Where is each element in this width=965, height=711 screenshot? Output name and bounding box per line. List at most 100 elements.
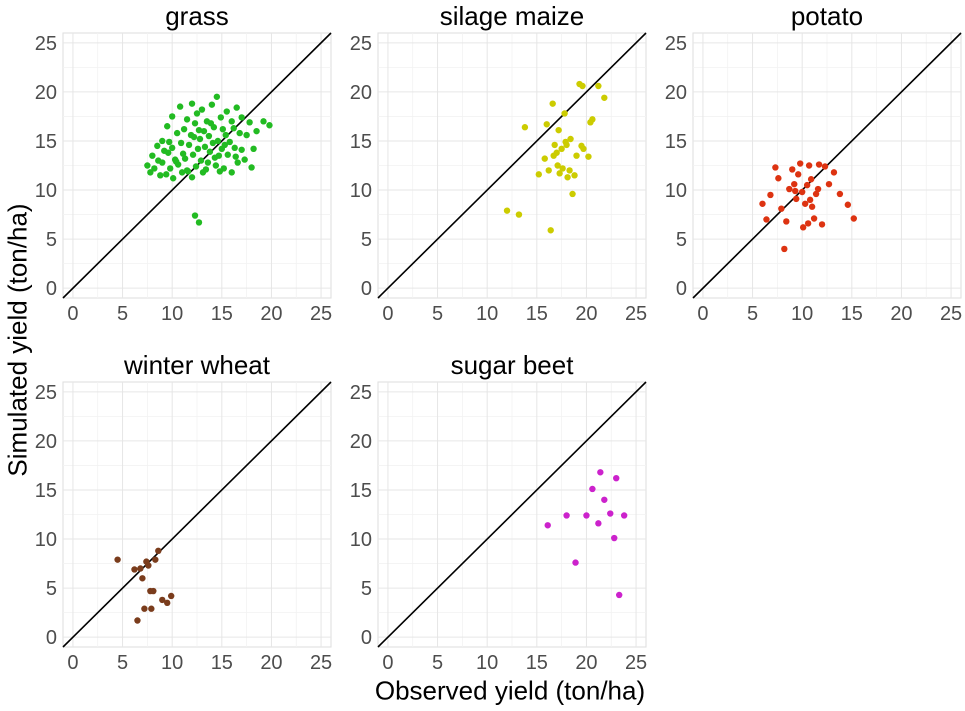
data-point [188,174,196,181]
data-point [145,562,152,569]
data-point [223,108,230,115]
data-point [183,116,191,123]
x-tick-label: 20 [890,303,912,325]
data-point [804,220,812,227]
data-point [266,122,273,129]
data-point [805,162,813,169]
data-point [616,591,623,599]
data-point [159,159,166,166]
facet-winter-wheat: 0 5 10 15 20 25 0 5 10 15 20 25 winter wheat [35,350,332,674]
x-tick-label: 5 [117,303,128,325]
data-point [141,605,148,612]
data-point [194,145,202,153]
x-tick-label: 10 [161,652,183,674]
data-point [763,216,770,223]
data-point [195,126,203,134]
x-tick-label: 25 [310,652,332,674]
x-tick-label: 5 [432,303,443,325]
y-tick-label: 5 [361,578,372,600]
data-point [152,556,159,563]
data-point [164,123,171,130]
data-point [155,547,162,555]
x-tick-label: 5 [432,652,443,674]
data-point [562,138,569,146]
x-tick-label: 10 [791,303,813,325]
data-point [167,592,175,600]
x-tick-label: 10 [476,652,498,674]
data-point [139,575,146,582]
y-tick-label: 25 [35,33,57,55]
data-point [214,137,222,145]
data-point [172,158,180,165]
data-point [541,155,548,162]
data-point [566,167,573,174]
data-point [556,170,563,177]
x-tick-label: 0 [67,652,78,674]
identity-line [377,32,647,299]
data-point [157,172,164,179]
data-point [563,512,570,519]
y-tick-label: 25 [350,382,372,404]
y-tick-label: 15 [665,131,687,153]
facet-silage-maize: 0 5 10 15 20 25 0 5 10 15 20 25 silage maize [350,1,647,325]
data-point [815,161,823,168]
data-point [515,211,523,218]
data-point [551,141,558,149]
y-tick-label: 5 [361,229,372,251]
identity-line [62,381,332,648]
facet-title: grass [165,1,229,31]
data-point [226,138,233,146]
x-tick-label: 20 [575,303,597,325]
data-point [147,169,154,176]
data-point [803,181,811,189]
y-tick-label: 10 [350,529,372,551]
data-point [572,559,579,566]
data-point [221,141,228,149]
x-tick-label: 0 [697,303,708,325]
data-point [168,113,176,120]
data-point [192,163,200,170]
data-point [236,129,243,137]
data-point [545,167,552,174]
data-point [238,146,245,153]
x-tick-label: 20 [575,652,597,674]
y-axis-label: Simulated yield (ton/ha) [2,203,33,477]
data-point [165,149,172,156]
data-point [589,116,596,123]
data-point [250,145,257,153]
data-point [786,185,793,193]
x-tick-label: 0 [382,652,393,674]
data-point [547,227,554,234]
data-point [821,163,829,170]
y-tick-label: 0 [676,278,687,300]
data-point [836,190,844,198]
y-tick-label: 15 [350,131,372,153]
x-tick-label: 20 [260,303,282,325]
y-tick-label: 25 [350,33,372,55]
data-point [798,188,806,196]
data-point [583,512,590,519]
facet-potato: 0 5 10 15 20 25 0 5 10 15 20 25 potato [665,1,962,325]
y-tick-label: 20 [350,82,372,104]
data-point [164,599,171,607]
facet-title: potato [791,1,863,31]
data-point [178,169,186,176]
data-point [561,110,568,117]
data-point [607,510,614,517]
y-tick-label: 10 [350,180,372,202]
data-point [808,203,816,210]
data-point [806,196,814,204]
data-point [179,150,187,157]
data-point [767,191,774,199]
data-point [585,153,592,160]
data-point [196,135,204,143]
data-point [228,118,235,125]
data-point [792,187,799,195]
data-point [211,154,219,161]
data-point [778,205,785,212]
data-point [799,224,807,231]
data-point [137,565,144,572]
data-point [234,159,241,166]
data-point [231,144,238,152]
data-point [573,152,580,159]
